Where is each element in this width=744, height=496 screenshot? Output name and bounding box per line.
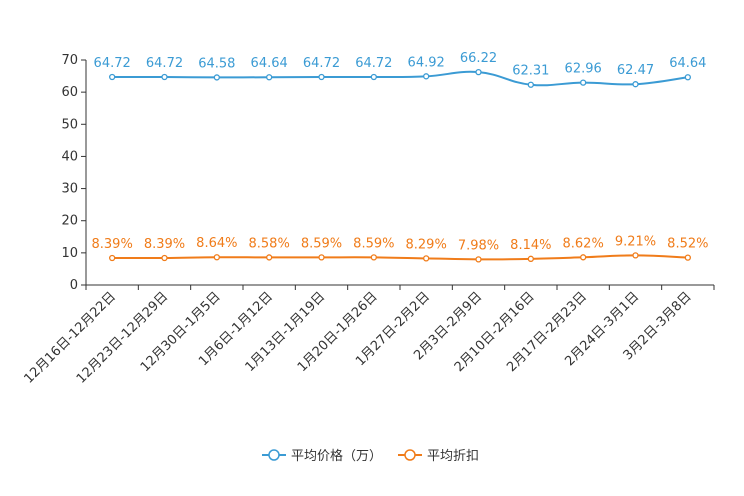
series-lines: [109, 69, 691, 263]
data-point[interactable]: [161, 254, 168, 262]
data-label: 8.58%: [249, 236, 290, 251]
legend[interactable]: 平均价格（万） 平均折扣: [262, 448, 479, 464]
data-label: 8.14%: [510, 238, 551, 253]
data-point[interactable]: [632, 252, 639, 259]
data-point[interactable]: [423, 255, 430, 262]
data-point[interactable]: [213, 254, 220, 261]
data-label: 62.96: [565, 62, 602, 77]
data-label: 8.52%: [667, 237, 708, 252]
data-point[interactable]: [475, 69, 482, 76]
data-label: 64.58: [198, 56, 235, 71]
data-point[interactable]: [213, 74, 220, 81]
data-point[interactable]: [318, 254, 325, 261]
data-point[interactable]: [684, 254, 691, 261]
y-tick-label: 20: [61, 214, 78, 229]
data-label: 64.92: [408, 55, 445, 70]
series-line-0: [112, 70, 688, 87]
y-tick-label: 40: [61, 149, 78, 164]
y-tick-label: 0: [70, 278, 78, 293]
data-label: 8.59%: [301, 236, 342, 251]
data-point[interactable]: [109, 73, 116, 81]
data-point[interactable]: [632, 81, 639, 88]
data-label: 8.59%: [353, 236, 394, 251]
data-label: 8.64%: [196, 236, 237, 251]
axes: 0 10 20 30 40 50 60 70 12月16日-12月22日12月23日-12月29…: [22, 53, 715, 387]
data-point[interactable]: [370, 73, 377, 81]
legend-label: 平均折扣: [427, 449, 479, 464]
data-point[interactable]: [580, 79, 587, 86]
data-point[interactable]: [266, 254, 273, 261]
data-point[interactable]: [580, 254, 587, 261]
data-label: 62.31: [512, 64, 549, 79]
data-label: 66.22: [460, 51, 497, 66]
y-tick-label: 10: [61, 246, 78, 261]
data-label: 62.47: [617, 63, 654, 78]
data-labels: 64.72 64.72 64.58 64.64 64.72 64.72 64.92 66.22…: [92, 51, 709, 253]
data-label: 64.72: [94, 56, 131, 71]
data-point[interactable]: [475, 256, 482, 263]
x-tick-label: 12月16日-12月22日: [22, 289, 119, 386]
legend-item-0[interactable]: 平均价格（万）: [262, 448, 382, 464]
x-tick-label: 12月23日-12月29日: [74, 289, 171, 386]
data-label: 8.39%: [144, 237, 185, 252]
data-label: 8.29%: [406, 237, 447, 252]
legend-item-1[interactable]: 平均折扣: [398, 449, 479, 464]
data-point[interactable]: [527, 255, 534, 262]
data-point[interactable]: [161, 73, 168, 81]
data-label: 7.98%: [458, 238, 499, 253]
legend-marker-icon: [404, 449, 416, 461]
data-point[interactable]: [266, 74, 273, 81]
data-point[interactable]: [423, 73, 430, 80]
legend-marker-icon: [268, 449, 280, 461]
y-tick-label: 70: [61, 53, 78, 68]
data-point[interactable]: [109, 254, 116, 262]
y-tick-label: 30: [61, 182, 78, 197]
data-label: 64.64: [669, 56, 706, 71]
data-point[interactable]: [527, 81, 534, 88]
data-label: 64.72: [146, 56, 183, 71]
data-label: 64.72: [303, 56, 340, 71]
data-label: 8.39%: [92, 237, 133, 252]
data-point[interactable]: [684, 74, 691, 81]
legend-label: 平均价格（万）: [291, 448, 382, 464]
data-label: 64.72: [355, 56, 392, 71]
data-label: 64.64: [251, 56, 288, 71]
data-point[interactable]: [370, 254, 377, 261]
data-label: 9.21%: [615, 234, 656, 249]
y-tick-label: 60: [61, 85, 78, 100]
data-label: 8.62%: [563, 236, 604, 251]
data-point[interactable]: [318, 73, 325, 81]
y-tick-label: 50: [61, 117, 78, 132]
series-line-1: [112, 254, 688, 261]
